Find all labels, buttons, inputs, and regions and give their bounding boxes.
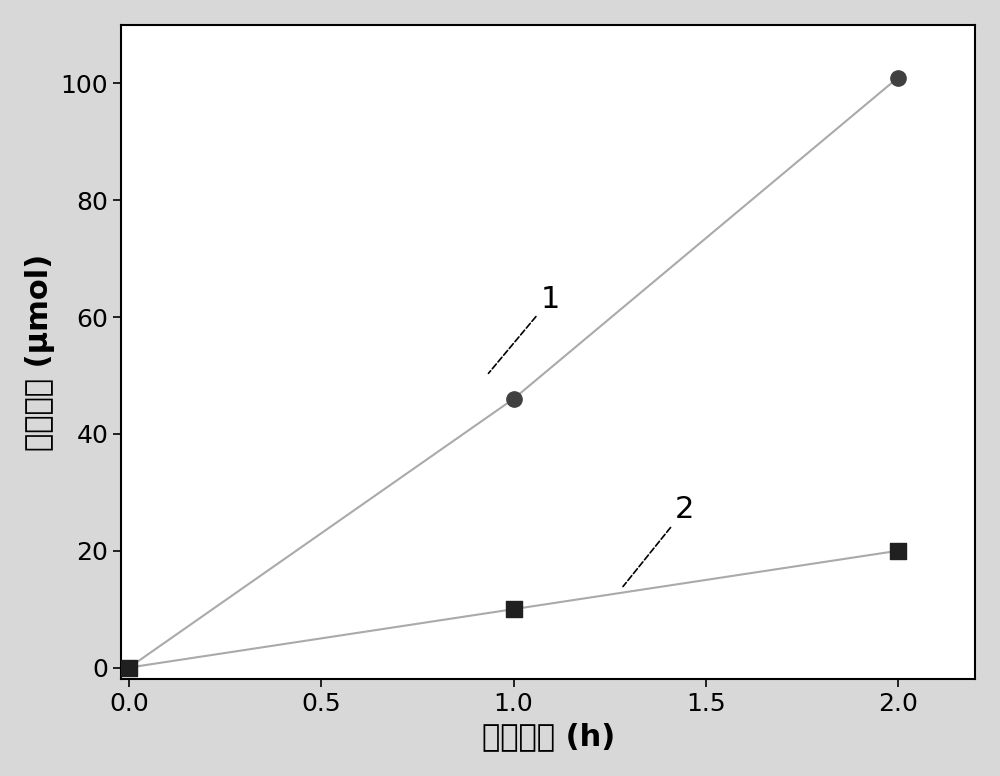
- Point: [890, 545, 906, 557]
- Point: [506, 393, 522, 405]
- Point: [890, 71, 906, 84]
- Point: [121, 661, 137, 674]
- Text: 1: 1: [488, 285, 560, 373]
- Y-axis label: 氢气产量 (μmol): 氢气产量 (μmol): [25, 254, 55, 451]
- X-axis label: 光照时间 (h): 光照时间 (h): [482, 722, 615, 751]
- Text: 2: 2: [623, 495, 694, 587]
- Point: [121, 661, 137, 674]
- Point: [506, 603, 522, 615]
